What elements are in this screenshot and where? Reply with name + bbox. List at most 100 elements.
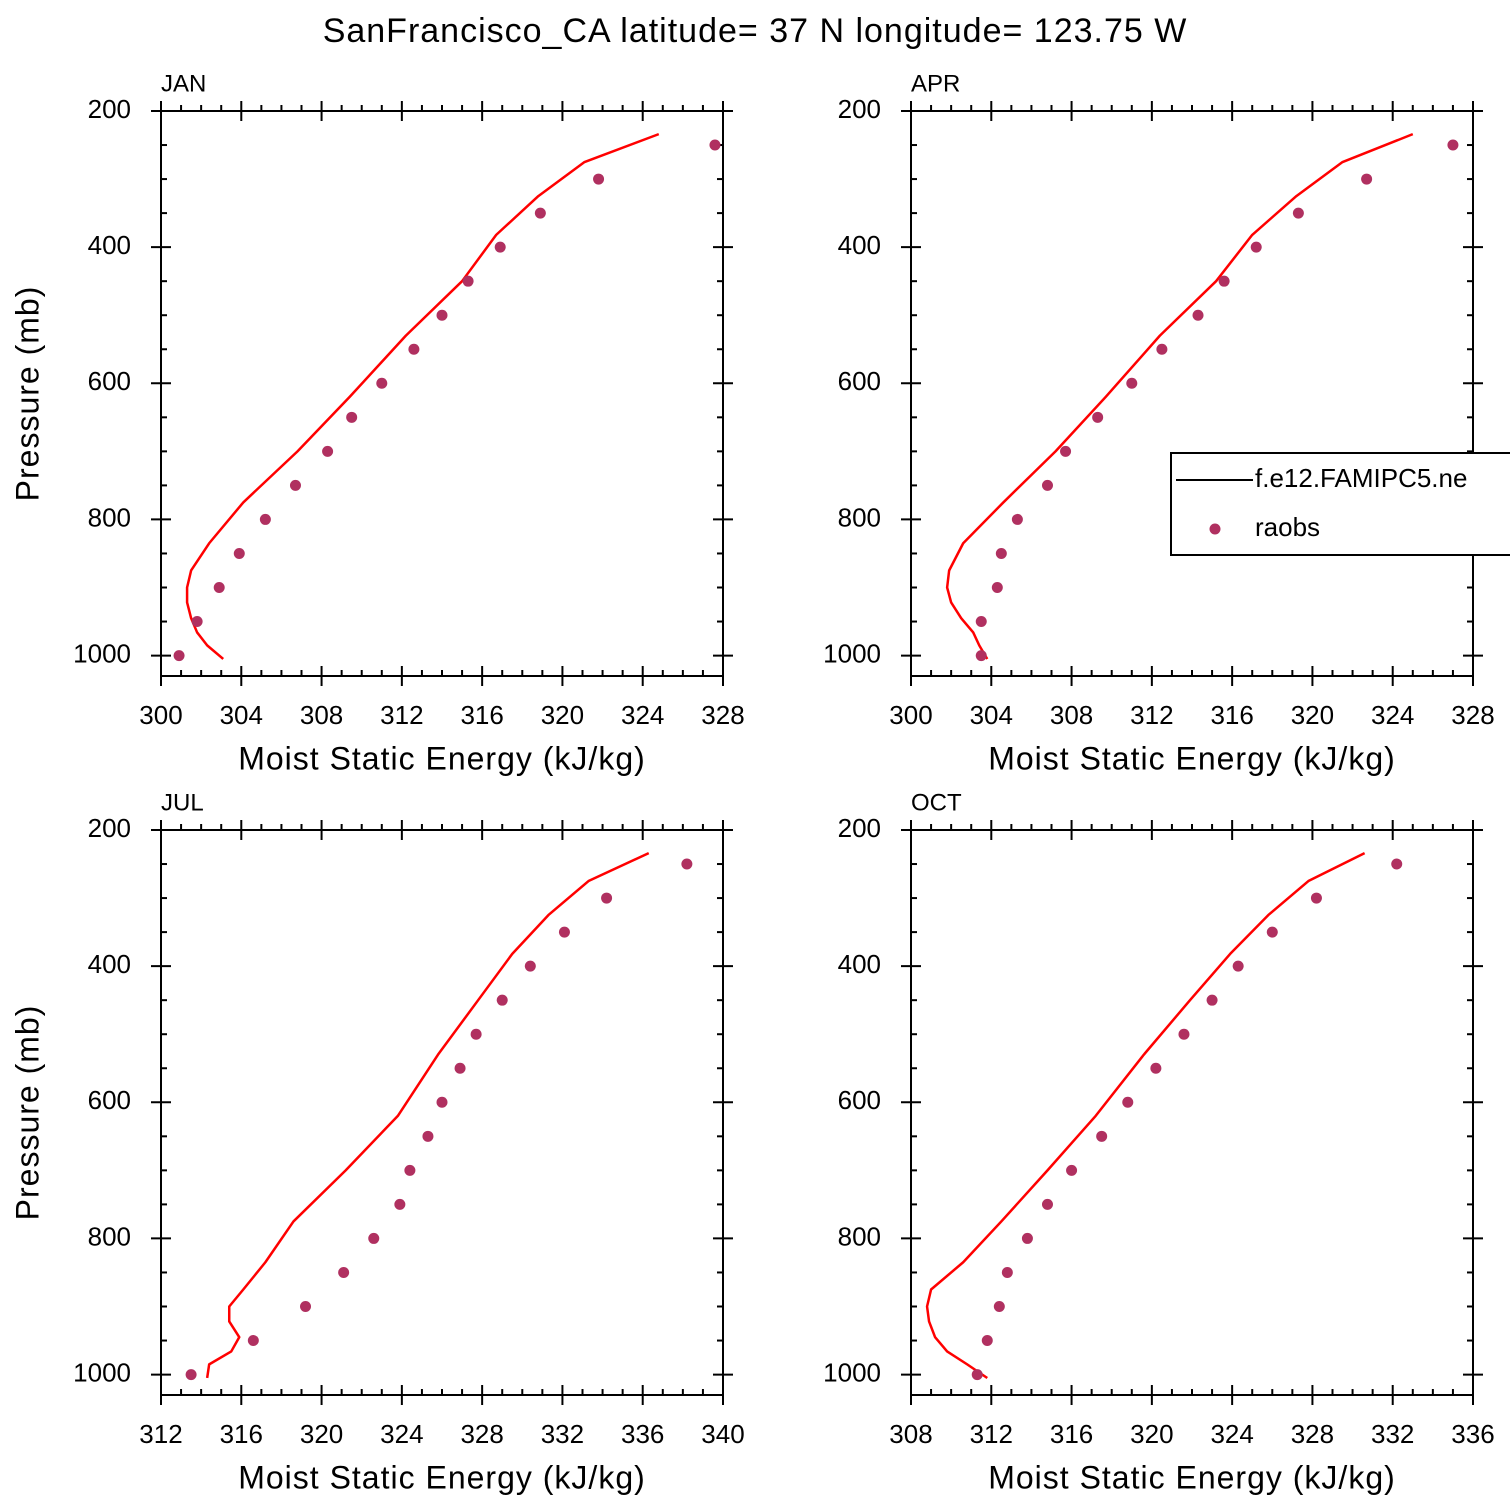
x-tick-label: 324 [1210, 1419, 1253, 1449]
data-point [1060, 445, 1072, 457]
panel-label: JUL [161, 789, 204, 816]
data-point [470, 1028, 482, 1040]
data-point [991, 582, 1003, 594]
x-tick-label: 308 [889, 1419, 932, 1449]
data-point [1041, 479, 1053, 491]
x-tick-label: 328 [1451, 700, 1494, 730]
data-point [233, 547, 245, 559]
data-point [173, 650, 185, 662]
data-point [524, 960, 536, 972]
x-tick-label: 328 [1291, 1419, 1334, 1449]
legend-box [1170, 452, 1510, 556]
data-point [975, 650, 987, 662]
y-tick-label: 600 [838, 1085, 881, 1115]
data-point [1001, 1266, 1013, 1278]
x-tick-label: 320 [541, 700, 584, 730]
y-tick-label: 1000 [73, 638, 131, 668]
x-tick-label: 316 [460, 700, 503, 730]
data-point [1361, 173, 1373, 185]
x-tick-label: 304 [970, 700, 1013, 730]
data-point [1178, 1028, 1190, 1040]
x-tick-label: 312 [139, 1419, 182, 1449]
data-point [1150, 1062, 1162, 1074]
x-tick-label: 332 [541, 1419, 584, 1449]
data-point [1447, 139, 1459, 151]
data-point [494, 241, 506, 253]
data-point [1122, 1096, 1134, 1108]
x-tick-label: 320 [1130, 1419, 1173, 1449]
y-tick-label: 800 [838, 502, 881, 532]
data-point [1066, 1164, 1078, 1176]
data-point [1092, 411, 1104, 423]
data-point [1156, 343, 1168, 355]
x-tick-label: 300 [139, 700, 182, 730]
y-tick-label: 200 [838, 94, 881, 124]
data-point [368, 1232, 380, 1244]
x-tick-label: 328 [701, 700, 744, 730]
x-tick-label: 316 [1050, 1419, 1093, 1449]
panel-label: JAN [161, 70, 206, 97]
data-point [1126, 377, 1138, 389]
profile-line [945, 132, 1414, 660]
x-axis-label: Moist Static Energy (kJ/kg) [238, 740, 646, 776]
data-point [436, 1096, 448, 1108]
x-axis-label: Moist Static Energy (kJ/kg) [238, 1459, 646, 1495]
y-tick-label: 400 [88, 949, 131, 979]
data-point [995, 547, 1007, 559]
data-point [1041, 1198, 1053, 1210]
data-point [376, 377, 388, 389]
data-point [213, 582, 225, 594]
y-tick-label: 800 [88, 502, 131, 532]
data-point [1250, 241, 1262, 253]
y-tick-label: 1000 [823, 638, 881, 668]
data-point [1310, 892, 1322, 904]
data-point [289, 479, 301, 491]
y-tick-label: 400 [838, 949, 881, 979]
data-point [247, 1335, 259, 1347]
y-tick-label: 400 [838, 230, 881, 260]
y-tick-label: 800 [838, 1221, 881, 1251]
x-tick-label: 336 [621, 1419, 664, 1449]
y-axis-label: Pressure (mb) [9, 1005, 45, 1221]
x-tick-label: 300 [889, 700, 932, 730]
data-point [1096, 1130, 1108, 1142]
data-point [1218, 275, 1230, 287]
data-point [462, 275, 474, 287]
x-tick-label: 336 [1451, 1419, 1494, 1449]
data-point [404, 1164, 416, 1176]
data-point [1391, 858, 1403, 870]
data-point [975, 616, 987, 628]
y-tick-label: 800 [88, 1221, 131, 1251]
x-axis-label: Moist Static Energy (kJ/kg) [988, 740, 1396, 776]
x-tick-label: 304 [220, 700, 263, 730]
x-tick-label: 312 [970, 1419, 1013, 1449]
data-point [300, 1301, 312, 1313]
y-tick-label: 200 [838, 813, 881, 843]
data-point [1011, 513, 1023, 525]
figure-title: SanFrancisco_CA latitude= 37 N longitude… [323, 12, 1188, 50]
data-point [422, 1130, 434, 1142]
y-tick-label: 600 [838, 366, 881, 396]
data-point [1232, 960, 1244, 972]
data-point [993, 1301, 1005, 1313]
x-tick-label: 316 [220, 1419, 263, 1449]
x-axis-label: Moist Static Energy (kJ/kg) [988, 1459, 1396, 1495]
data-point [454, 1062, 466, 1074]
y-tick-label: 200 [88, 94, 131, 124]
x-tick-label: 308 [1050, 700, 1093, 730]
legend-label: f.e12.FAMIPC5.ne [1255, 463, 1467, 493]
data-point [601, 892, 613, 904]
y-tick-label: 200 [88, 813, 131, 843]
data-point [558, 926, 570, 938]
data-point [322, 445, 334, 457]
profile-line [205, 852, 650, 1379]
y-tick-label: 600 [88, 1085, 131, 1115]
x-tick-label: 332 [1371, 1419, 1414, 1449]
x-tick-label: 308 [300, 700, 343, 730]
data-point [338, 1266, 350, 1278]
x-tick-label: 324 [1371, 700, 1414, 730]
legend-label: raobs [1255, 512, 1320, 542]
data-point [981, 1335, 993, 1347]
data-point [681, 858, 693, 870]
